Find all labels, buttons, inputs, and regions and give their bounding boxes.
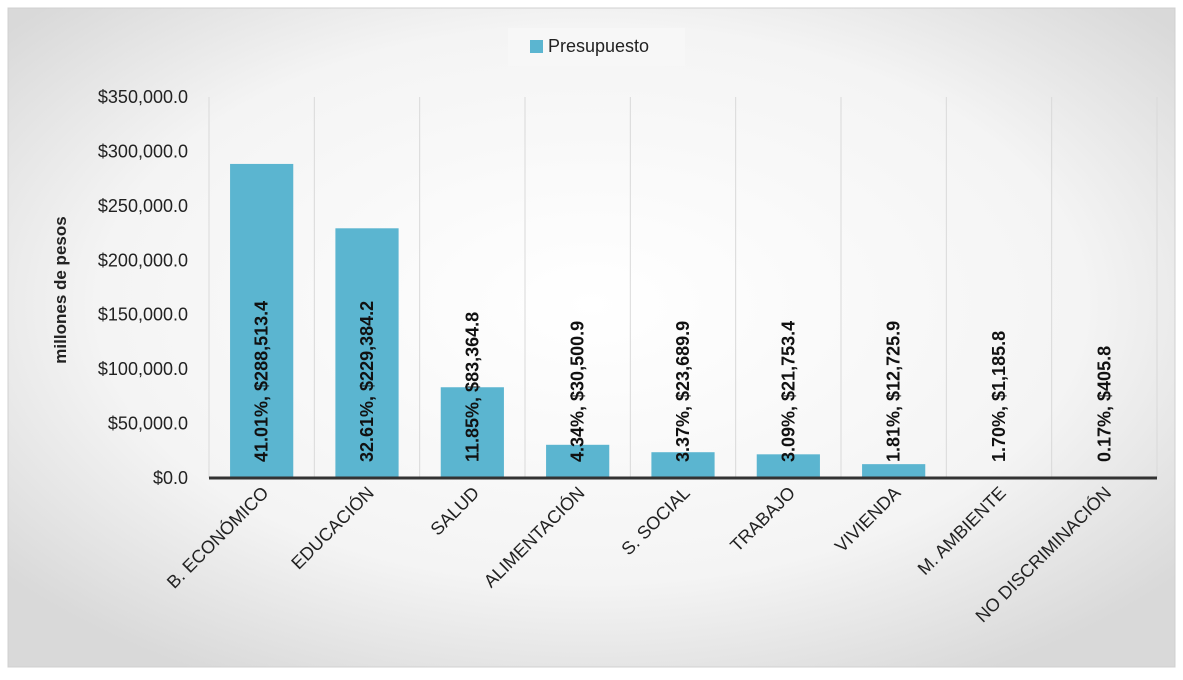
y-tick-label: $0.0 [153, 468, 188, 488]
legend-label: Presupuesto [548, 36, 649, 56]
legend-swatch [530, 40, 543, 53]
data-label: 3.37%, $23,689.9 [673, 321, 693, 462]
y-tick-label: $50,000.0 [108, 414, 188, 434]
data-label: 3.09%, $21,753.4 [778, 321, 798, 462]
y-tick-label: $150,000.0 [98, 305, 188, 325]
data-label: 41.01%, $288,513.4 [252, 301, 272, 462]
y-tick-label: $350,000.0 [98, 87, 188, 107]
data-label: 0.17%, $405.8 [1094, 346, 1114, 462]
data-label: 1.70%, $1,185.8 [989, 331, 1009, 462]
y-axis-title: millones de pesos [51, 216, 70, 363]
y-tick-label: $250,000.0 [98, 196, 188, 216]
bar [862, 464, 925, 478]
y-tick-label: $200,000.0 [98, 250, 188, 270]
legend: Presupuesto [508, 28, 685, 66]
data-label: 32.61%, $229,384.2 [357, 301, 377, 462]
y-tick-label: $300,000.0 [98, 141, 188, 161]
data-label: 11.85%, $83,364.8 [462, 312, 482, 462]
data-label: 4.34%, $30,500.9 [568, 321, 588, 462]
data-label: 1.81%, $12,725.9 [884, 321, 904, 462]
y-tick-label: $100,000.0 [98, 359, 188, 379]
